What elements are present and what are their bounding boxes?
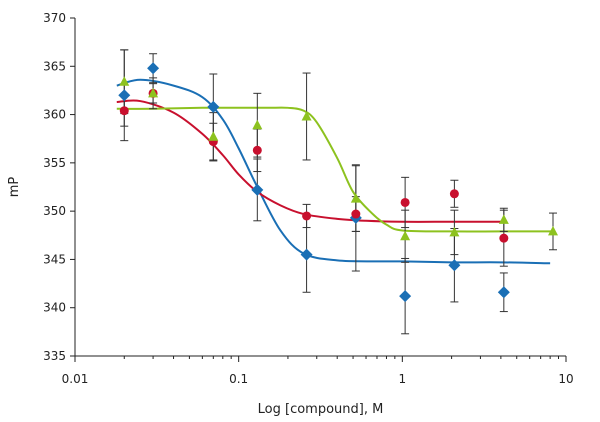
- data-point-triangle: [400, 230, 411, 241]
- data-point-triangle: [208, 131, 219, 141]
- data-point-triangle: [252, 119, 263, 130]
- fit-curve: [116, 78, 551, 265]
- data-point-diamond: [147, 62, 160, 75]
- data-point-triangle: [548, 225, 559, 236]
- y-tick-label: 365: [43, 59, 66, 73]
- data-point-diamond: [399, 290, 412, 303]
- data-point-circle: [449, 189, 459, 199]
- data-point-triangle: [350, 193, 361, 203]
- data-point-diamond: [300, 248, 313, 261]
- data-point-diamond: [207, 100, 220, 113]
- y-tick-label: 350: [43, 204, 66, 218]
- data-point-circle: [351, 209, 361, 219]
- y-tick-label: 340: [43, 301, 66, 315]
- fit-curve: [116, 106, 553, 233]
- fit-curve: [116, 99, 505, 223]
- y-tick-label: 345: [43, 252, 66, 266]
- data-point-diamond: [497, 286, 510, 299]
- data-point-circle: [499, 233, 509, 243]
- data-point-triangle: [301, 111, 312, 121]
- axes: 335 340 345 350 355 360 365 370 0.01 0.1 1 10: [43, 11, 574, 386]
- x-tick-label: 10: [558, 372, 573, 386]
- data-point-circle: [252, 145, 262, 155]
- data-point-triangle: [148, 87, 159, 98]
- y-tick-label: 355: [43, 156, 66, 170]
- fit-curves: [116, 78, 553, 265]
- y-axis-label: mP: [7, 177, 22, 198]
- y-tick-label: 335: [43, 349, 66, 363]
- data-point-triangle: [498, 214, 509, 224]
- data-point-diamond: [251, 183, 264, 196]
- y-tick-label: 360: [43, 108, 66, 122]
- data-point-triangle: [119, 76, 130, 86]
- x-axis-label: Log [compound], M: [258, 402, 384, 417]
- data-points: [118, 62, 559, 303]
- data-point-diamond: [118, 89, 131, 102]
- data-point-circle: [302, 211, 312, 221]
- x-tick-label: 0.1: [229, 372, 248, 386]
- y-tick-label: 370: [43, 11, 66, 25]
- data-point-diamond: [448, 259, 461, 272]
- x-tick-label: 1: [399, 372, 407, 386]
- data-point-triangle: [449, 226, 460, 237]
- error-bars: [120, 49, 558, 335]
- data-point-circle: [119, 106, 129, 116]
- data-point-circle: [400, 197, 410, 207]
- x-tick-label: 0.01: [62, 372, 89, 386]
